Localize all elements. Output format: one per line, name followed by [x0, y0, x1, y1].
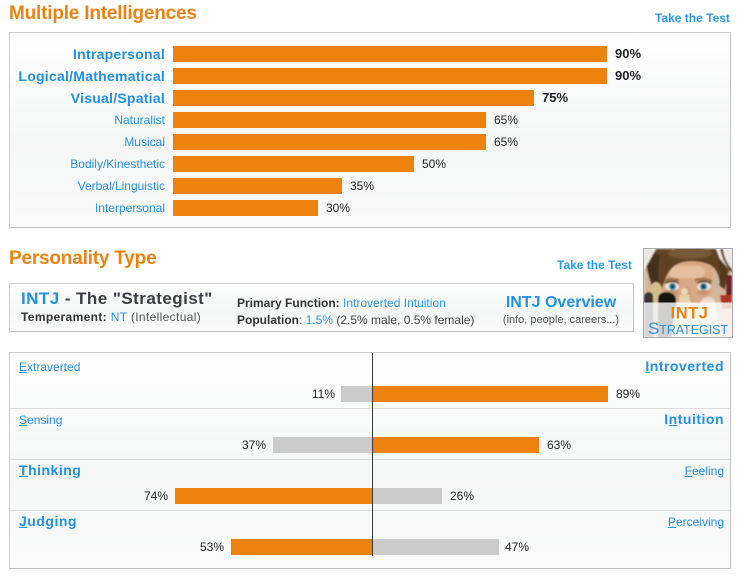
svg-text:STRATEGIST: STRATEGIST [648, 319, 728, 337]
svg-text:INTJ: INTJ [671, 305, 709, 323]
